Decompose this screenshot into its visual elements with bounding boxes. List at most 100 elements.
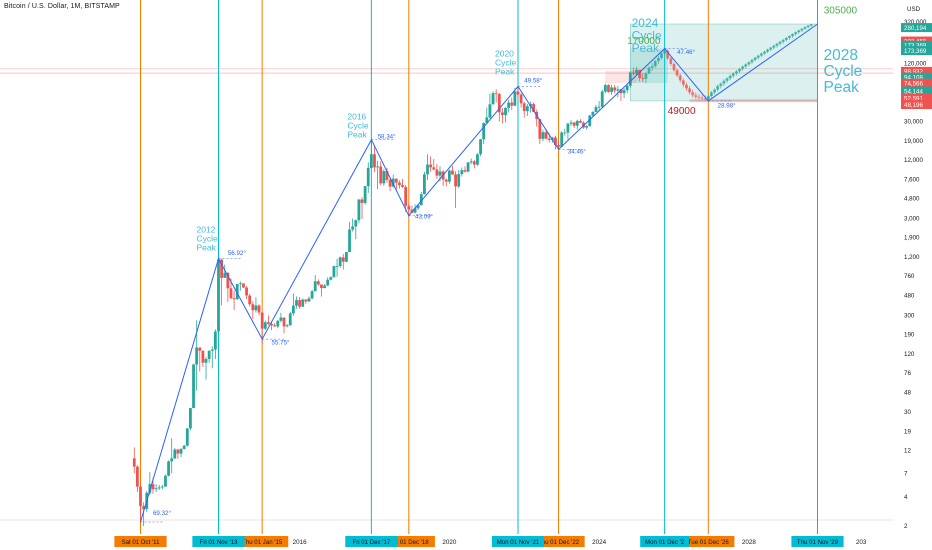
projected-candle xyxy=(738,68,741,72)
candle xyxy=(525,106,529,112)
cycle-peak-label: 2024 xyxy=(632,16,659,30)
candle xyxy=(507,102,511,108)
candle xyxy=(438,171,442,176)
cycle-peak-date: Fri 01 Dec '17 xyxy=(352,539,390,546)
candle xyxy=(566,123,570,133)
candle xyxy=(607,85,610,92)
candle xyxy=(575,120,579,126)
candle xyxy=(304,299,308,302)
projected-candle xyxy=(769,47,773,50)
candle xyxy=(326,279,330,286)
projected-candle xyxy=(688,88,691,93)
x-year-label: 2016 xyxy=(293,539,308,546)
candle xyxy=(329,277,333,280)
y-tick-label: 12,000 xyxy=(904,157,923,164)
candle xyxy=(429,164,433,168)
projected-candle xyxy=(794,32,798,35)
candle xyxy=(407,205,411,210)
y-tick-label: 7,600 xyxy=(904,176,920,183)
candle xyxy=(594,107,598,112)
cycle-peak-date-bg xyxy=(192,536,245,547)
price-badge-label: 48,196 xyxy=(904,102,923,109)
candle xyxy=(185,428,189,446)
candle xyxy=(201,350,205,363)
candle xyxy=(404,186,408,206)
cycle-bottom-date: Tue 01 Dec '26 xyxy=(688,539,730,546)
candle xyxy=(532,104,535,112)
candle xyxy=(516,91,520,95)
projected-candle xyxy=(722,80,726,84)
y-tick-label: 2 xyxy=(904,523,908,530)
candle xyxy=(360,199,364,203)
price-badge xyxy=(901,23,932,33)
cycle-peak-label: 2020 xyxy=(495,49,514,59)
candle xyxy=(170,458,174,462)
y-tick-label: 76 xyxy=(904,370,911,377)
candle xyxy=(610,87,613,92)
candle xyxy=(635,69,638,74)
projected-candle xyxy=(791,34,794,37)
candle xyxy=(291,305,295,314)
candle xyxy=(345,252,348,262)
candle xyxy=(500,112,504,116)
cycle-peak-label: Cycle xyxy=(347,121,369,131)
candle xyxy=(320,284,323,289)
candle xyxy=(466,162,470,172)
candle xyxy=(167,461,170,476)
projection-value-label: 170000 xyxy=(627,36,661,47)
candle xyxy=(497,94,501,113)
y-tick-label: 4,800 xyxy=(904,196,920,203)
projected-candle xyxy=(656,57,660,62)
projected-candle xyxy=(731,73,735,76)
candle xyxy=(192,364,195,409)
candle xyxy=(301,299,305,307)
price-badge xyxy=(901,93,932,103)
candle xyxy=(451,170,454,175)
projected-candle xyxy=(681,80,685,85)
angle-label: 43.09° xyxy=(415,213,433,220)
cycle-peak-date: Thu 01 Nov '29 xyxy=(797,539,839,546)
cycle-peak-label: Peak xyxy=(632,41,660,55)
candle xyxy=(572,122,576,126)
candle xyxy=(613,87,617,91)
candle xyxy=(210,349,214,351)
candle xyxy=(260,312,264,329)
projected-candle xyxy=(759,53,763,56)
projected-candle xyxy=(700,97,704,99)
candle xyxy=(288,313,292,326)
target-low-band xyxy=(689,99,818,103)
price-badge-label: 52,591 xyxy=(904,95,923,102)
y-tick-label: 19 xyxy=(904,428,911,435)
y-tick-label: 480 xyxy=(904,292,915,299)
candle xyxy=(616,89,620,91)
lower-band-red xyxy=(605,70,637,84)
candle xyxy=(251,304,255,311)
projected-candle xyxy=(672,63,676,71)
candle xyxy=(295,300,298,306)
candle xyxy=(157,487,161,489)
candle xyxy=(285,325,289,327)
candle xyxy=(151,484,155,490)
projected-candle xyxy=(750,59,754,63)
candle xyxy=(139,486,142,507)
candle xyxy=(522,103,526,112)
y-tick-label: 30 xyxy=(904,409,911,416)
cycle-peak-date: Mon 01 Nov '21 xyxy=(497,539,540,546)
candle xyxy=(547,138,551,140)
cycle-peak-date-bg xyxy=(640,536,690,547)
candle xyxy=(622,90,626,94)
candle xyxy=(316,281,320,285)
candle xyxy=(179,448,183,454)
candle xyxy=(391,178,395,187)
candle xyxy=(238,283,242,285)
angle-label: 34.46° xyxy=(568,149,586,156)
projected-candle xyxy=(703,98,707,100)
candle xyxy=(229,288,233,299)
projected-candle xyxy=(728,75,732,79)
y-tick-label: 4 xyxy=(904,494,908,501)
candle xyxy=(603,85,607,92)
y-tick-label: 760 xyxy=(904,273,915,280)
angle-label: 49.58° xyxy=(524,77,542,84)
